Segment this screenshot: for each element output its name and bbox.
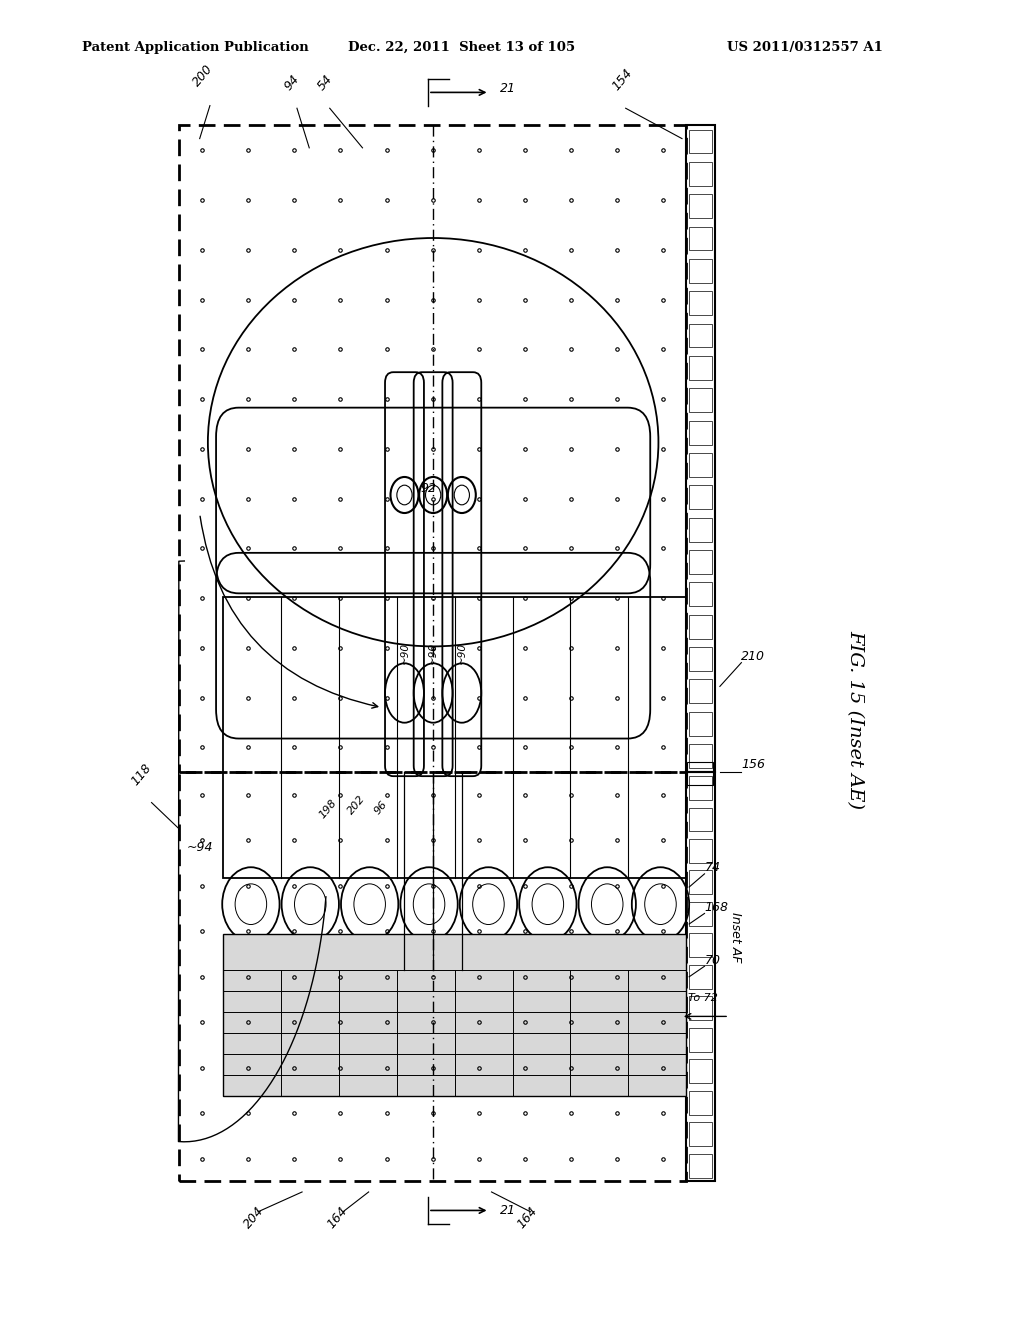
Bar [686,772,715,1181]
Bar [689,933,712,957]
Bar [689,259,712,282]
Text: 54: 54 [315,73,336,92]
Text: ~94: ~94 [186,841,213,854]
Bar [689,227,712,251]
Bar [689,421,712,445]
Bar [689,1122,712,1146]
Bar [689,517,712,541]
Text: Inset AF: Inset AF [729,912,741,962]
Text: 164: 164 [326,1204,350,1230]
Text: ~90: ~90 [457,643,467,664]
Bar [689,647,712,671]
Bar [687,762,713,785]
Text: ~90: ~90 [399,643,410,664]
Text: 168: 168 [705,900,728,913]
Text: To 72: To 72 [688,993,718,1003]
Bar [689,711,712,735]
Bar [689,776,712,800]
Bar [179,772,686,1181]
Bar [689,744,712,768]
Text: 94: 94 [282,73,302,92]
Text: 96: 96 [373,799,389,817]
Text: 156: 156 [741,758,765,771]
FancyArrowPatch shape [200,516,378,708]
Bar [689,162,712,186]
Bar [223,935,686,1096]
Text: 92: 92 [420,482,436,495]
Bar [689,1028,712,1052]
Bar [689,840,712,863]
Text: 204: 204 [242,1204,266,1230]
Bar [689,902,712,925]
Text: 154: 154 [610,66,635,92]
Text: FIG. 15 (Inset AE): FIG. 15 (Inset AE) [846,630,864,809]
Bar [689,965,712,989]
Bar [689,1154,712,1177]
Bar [689,997,712,1020]
Bar [689,323,712,347]
Text: 118: 118 [129,762,154,788]
Bar [689,486,712,510]
Text: 164: 164 [515,1204,540,1230]
Bar [689,615,712,639]
Text: ~90: ~90 [428,643,438,664]
Text: 210: 210 [741,649,765,663]
Text: 21: 21 [500,1204,516,1217]
Bar [689,582,712,606]
Text: 200: 200 [190,62,215,88]
Bar [689,194,712,218]
Bar [689,1060,712,1084]
Bar [689,550,712,574]
Bar [689,1090,712,1114]
Text: 198: 198 [317,797,339,821]
Text: 70: 70 [705,953,721,966]
Bar [689,808,712,832]
Bar [689,680,712,704]
Bar [686,125,715,772]
Text: 202: 202 [346,793,368,817]
Bar [689,870,712,894]
Text: 21: 21 [500,82,516,95]
Bar [179,125,686,772]
Bar [223,597,686,878]
Bar [689,292,712,315]
Bar [689,129,712,153]
Text: 74: 74 [705,861,721,874]
Bar [689,356,712,380]
Bar [689,453,712,477]
Bar [689,388,712,412]
Text: Dec. 22, 2011  Sheet 13 of 105: Dec. 22, 2011 Sheet 13 of 105 [348,41,575,54]
Text: US 2011/0312557 A1: US 2011/0312557 A1 [727,41,883,54]
Text: Patent Application Publication: Patent Application Publication [82,41,308,54]
